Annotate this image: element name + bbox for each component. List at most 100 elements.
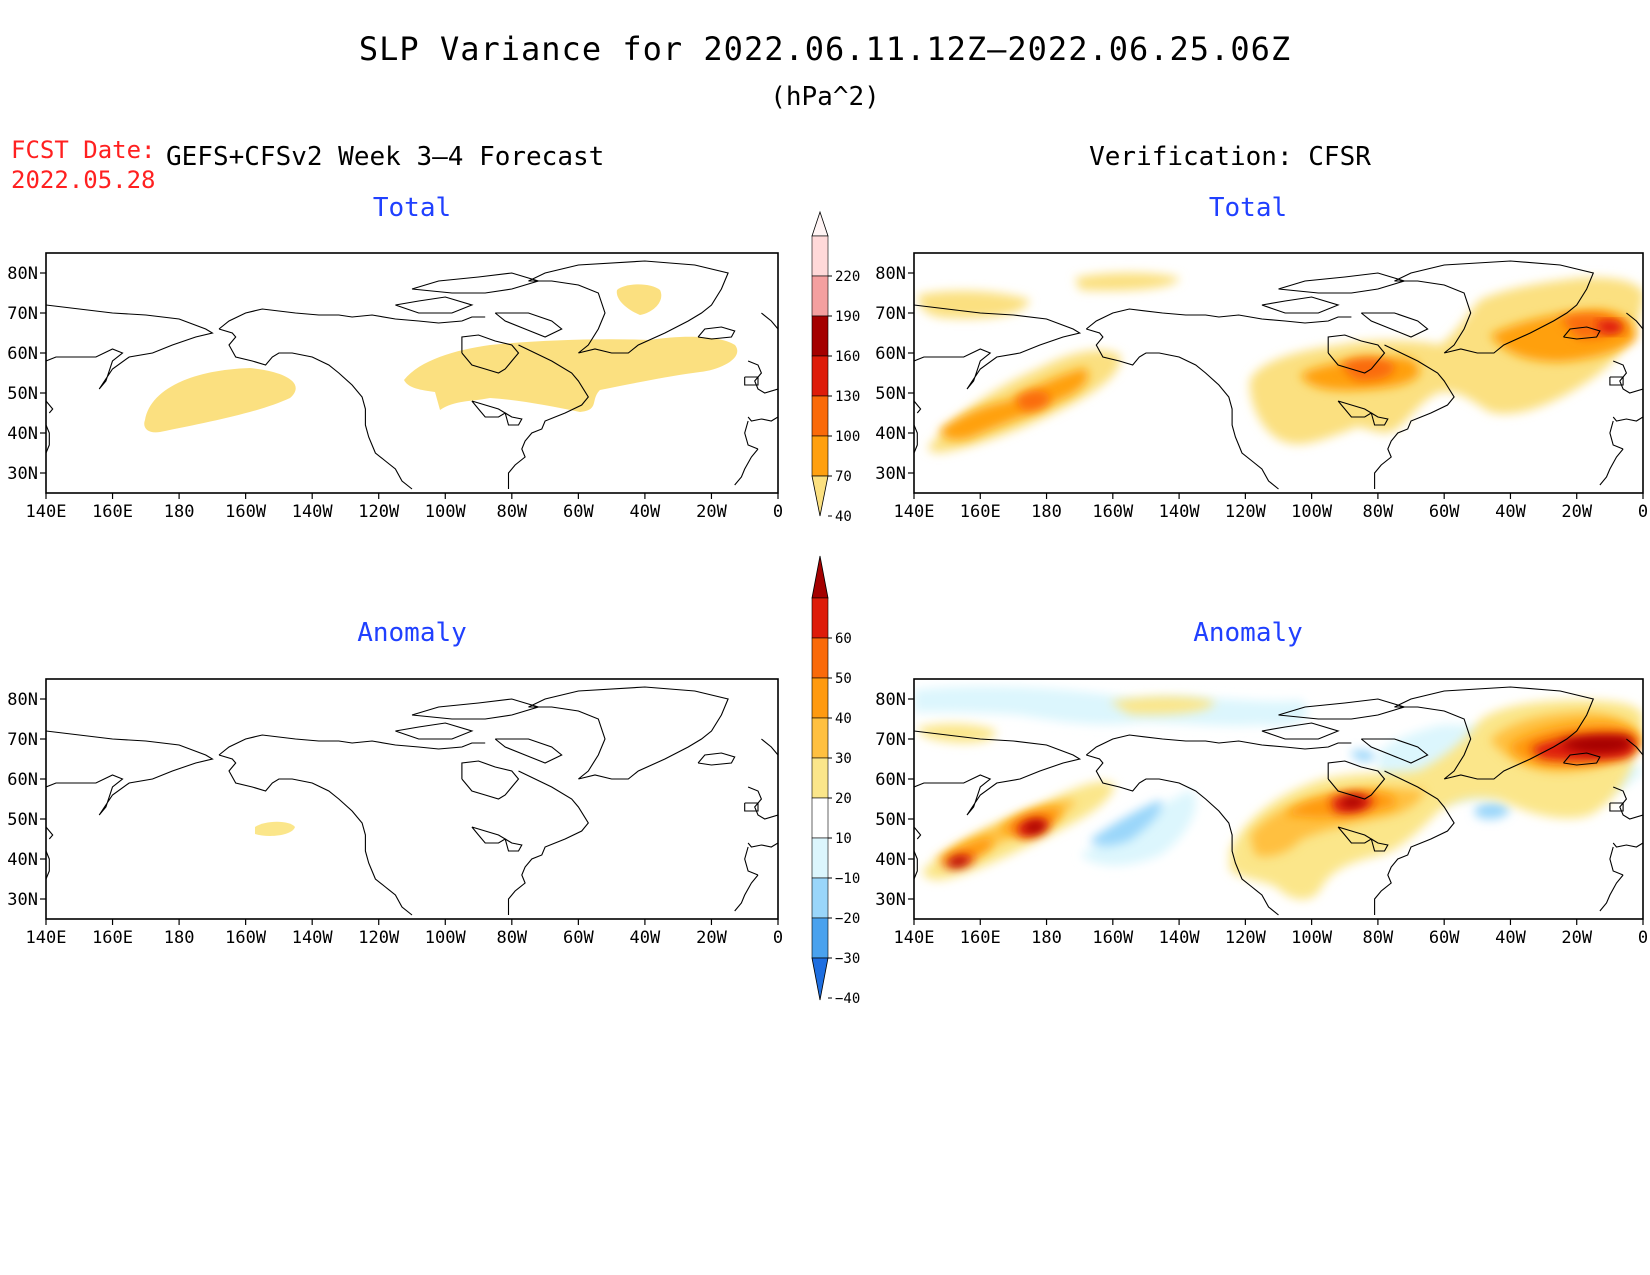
coastline [1085,308,1352,330]
total-colorbar-cell [811,395,829,437]
lon-label: 160E [960,502,1001,522]
anomaly-colorbar-label: 30 [835,751,852,767]
coastline [1612,786,1643,820]
anomaly-colorbar-cell [811,637,829,679]
verification-total-coastlines [914,260,1643,490]
coastline [1609,802,1624,812]
coastline [1626,312,1643,330]
coastline [1085,734,1352,756]
lon-label: 100W [1291,928,1333,948]
lon-label: 160E [960,928,1001,948]
lon-label: 120W [1225,928,1267,948]
coastline [1563,326,1601,340]
lon-label: 160W [225,502,267,522]
coastline [395,722,474,740]
lat-label: 70N [875,730,906,750]
lon-label: 180 [1031,502,1062,522]
verification-total-title: Total [1208,193,1288,223]
coastline [411,698,541,720]
total-colorbar: 220 190 160 130 100 70 40 [811,210,860,525]
anomaly-colorbar-label: −20 [835,911,860,927]
coastline [528,686,729,780]
lon-label: 180 [164,928,195,948]
coastline [734,874,759,912]
coastline [507,344,589,489]
lon-label: 20W [1561,502,1592,522]
anomaly-colorbar-cell [811,757,829,799]
lon-label: 80W [496,502,527,522]
coastline [461,760,520,800]
lat-label: 80N [875,264,906,284]
lat-label: 40N [7,424,38,444]
coastline [1599,448,1624,486]
lat-label: 80N [7,264,38,284]
coastline [1609,420,1624,450]
anomaly-colorbar-bottom-arrow [811,957,829,1001]
lon-label: 60W [563,928,594,948]
total-colorbar-label: 160 [835,349,860,365]
anomaly-colorbar: 60 50 40 30 20 10 −10 −20 −30 −40 [811,555,860,1007]
model-label: GEFS+CFSv2 Week 3–4 Forecast [166,142,605,172]
coastline [1327,760,1386,800]
coastline [528,260,729,354]
coastline [471,400,507,418]
lon-label: 160E [92,502,133,522]
lon-label: 100W [425,928,467,948]
verification-total-shading [918,272,1643,453]
coastline [1278,272,1407,294]
lon-label: 160W [225,928,267,948]
lon-label: 80W [496,928,527,948]
anomaly-colorbar-label: 50 [835,671,852,687]
verification-label: Verification: CFSR [1089,142,1371,172]
lon-label: 140W [292,502,334,522]
lat-label: 70N [7,730,38,750]
lon-label: 140E [26,928,67,948]
coastline [504,412,523,426]
coastline [697,752,736,766]
forecast-anomaly-axes: 80N 70N 60N 50N 40N 30N 140E 160E 180 160W 140W 120… [7,678,783,948]
coastline [734,448,759,486]
coastline [395,296,474,314]
lon-label: 100W [425,502,467,522]
anomaly-colorbar-cell [811,677,829,719]
coastline [1360,312,1429,338]
coastline [1261,296,1340,314]
lon-label: 20W [696,928,727,948]
coastline [1370,412,1389,426]
coastline [744,846,759,876]
coastline [914,826,922,840]
lat-label: 50N [875,384,906,404]
coastline [914,304,1082,390]
lon-label: 180 [164,502,195,522]
lon-label: 100W [1291,502,1333,522]
coastline [1609,376,1624,386]
lat-label: 60N [7,344,38,364]
lat-label: 30N [7,890,38,910]
coastline [411,272,541,294]
lon-label: 0 [1638,502,1648,522]
lon-label: 140E [26,502,67,522]
lon-label: 20W [1561,928,1592,948]
coastline [1563,752,1601,766]
lat-label: 60N [875,344,906,364]
coastline [46,850,50,880]
coastline [1599,874,1624,912]
forecast-anomaly-shading [255,821,295,836]
coastline [761,738,778,756]
total-colorbar-top-arrow [811,210,829,237]
coastline [507,770,589,915]
coastline [494,312,563,338]
lon-label: 140E [894,502,935,522]
coastline [914,850,918,880]
coastline [1394,686,1595,780]
anomaly-colorbar-label: −30 [835,951,860,967]
anomaly-colorbar-cell [811,797,829,839]
anomaly-colorbar-cell [811,597,829,639]
total-colorbar-cell [811,315,829,357]
verification-total-axes: 80N 70N 60N 50N 40N 30N 140E 160E 180 160W 140W 120… [875,252,1648,522]
coastline [218,328,413,490]
coastline [46,826,54,840]
verification-anomaly-title: Anomaly [1193,618,1303,648]
total-colorbar-cell [811,275,829,317]
